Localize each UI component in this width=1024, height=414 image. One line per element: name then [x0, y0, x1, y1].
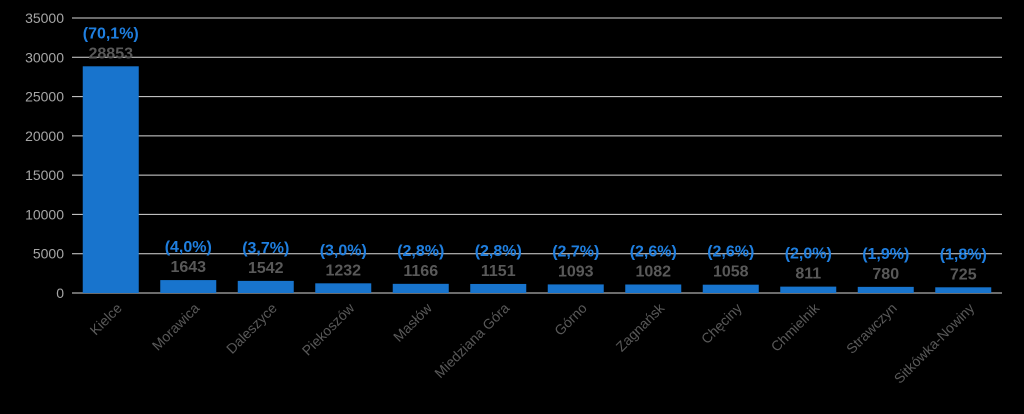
- y-tick-label: 10000: [25, 206, 64, 222]
- value-label: 1643: [170, 259, 206, 276]
- value-label: 725: [950, 266, 977, 283]
- x-tick-label: Zagnańsk: [613, 299, 668, 354]
- y-tick-label: 0: [56, 285, 64, 301]
- y-tick-label: 25000: [25, 89, 64, 105]
- x-axis-ticks: Kielce Morawica Daleszyce Piekoszów MasłówMi…: [87, 299, 978, 386]
- bar-8: [702, 284, 759, 293]
- x-tick-label: Kielce: [87, 300, 125, 338]
- bar-0: [82, 66, 139, 294]
- value-label: 1151: [481, 263, 516, 280]
- bar-4: [392, 283, 449, 293]
- value-label: 811: [795, 266, 821, 283]
- x-tick-label: Górno: [551, 300, 590, 339]
- x-tick-label: Miedziana Góra: [431, 300, 512, 381]
- y-tick-label: 15000: [25, 167, 64, 183]
- percent-label: (3,7%): [242, 240, 289, 257]
- x-tick-label: Chęciny: [698, 300, 745, 347]
- value-label: 1232: [325, 262, 361, 279]
- bar-2: [237, 280, 294, 293]
- bar-7: [625, 284, 682, 293]
- bar-1: [160, 280, 217, 293]
- value-label: 1542: [248, 260, 284, 277]
- x-tick-label: Masłów: [390, 299, 435, 344]
- y-tick-label: 20000: [25, 128, 64, 144]
- x-tick-label: Sitkówka-Nowiny: [891, 300, 978, 387]
- x-tick-label: Chmielnik: [768, 299, 823, 354]
- x-tick-label: Piekoszów: [299, 299, 358, 358]
- value-label: 1166: [403, 263, 438, 280]
- percent-label: (1,9%): [862, 246, 909, 263]
- bar-3: [315, 283, 372, 293]
- value-label: 780: [872, 266, 899, 283]
- value-label: 1058: [713, 264, 749, 281]
- y-axis-ticks: 0 5000 10000 15000 20000 25000 30000 35000: [25, 10, 64, 301]
- y-tick-label: 5000: [33, 246, 64, 262]
- data-labels: 28853 (70,1%) 1643 (4,0%) 1542 (3,7%) 1232 (3,0…: [83, 25, 987, 283]
- x-tick-label: Strawczyn: [843, 300, 900, 357]
- bar-11: [935, 287, 992, 293]
- percent-label: (70,1%): [83, 25, 139, 42]
- percent-label: (3,0%): [320, 242, 367, 259]
- percent-label: (2,8%): [475, 243, 522, 260]
- percent-label: (4,0%): [165, 239, 212, 256]
- percent-label: (2,7%): [552, 243, 599, 260]
- percent-label: (2,8%): [397, 243, 444, 260]
- y-tick-label: 30000: [25, 49, 64, 65]
- bars: [82, 66, 992, 294]
- value-label: 28853: [89, 45, 134, 62]
- percent-label: (2,0%): [785, 246, 832, 263]
- bar-9: [780, 286, 837, 293]
- bar-5: [470, 283, 527, 293]
- gridlines: [72, 17, 1002, 294]
- bar-10: [857, 286, 914, 293]
- percent-label: (2,6%): [707, 244, 754, 261]
- y-tick-label: 35000: [25, 10, 64, 26]
- x-tick-label: Daleszyce: [223, 300, 280, 357]
- percent-label: (2,6%): [630, 243, 677, 260]
- value-label: 1082: [635, 263, 671, 280]
- x-tick-label: Morawica: [149, 300, 203, 354]
- value-label: 1093: [558, 263, 594, 280]
- percent-label: (1,8%): [940, 246, 987, 263]
- bar-6: [547, 284, 604, 293]
